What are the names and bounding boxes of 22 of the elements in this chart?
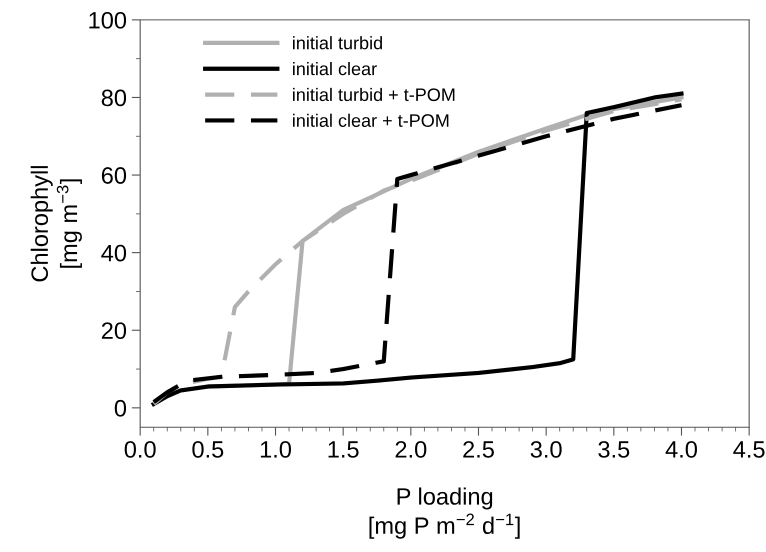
x-tick-label: 2.5 xyxy=(463,441,494,458)
legend-label: initial clear + t-POM xyxy=(293,114,448,127)
y-tick-label: 20 xyxy=(102,322,126,340)
x-tick-label: 4.5 xyxy=(733,441,765,458)
x-tick-label: 2.0 xyxy=(396,441,426,458)
x-tick-label: 1.0 xyxy=(260,441,291,458)
x-tick-label: 0.5 xyxy=(192,441,224,458)
x-tick-label: 3.0 xyxy=(530,441,562,458)
x-tick-label: 0.0 xyxy=(124,441,156,458)
x-axis-title: P loading [mg P m$^{−2}$ d$^{−1}$] xyxy=(369,487,520,539)
x-tick-label: 1.5 xyxy=(328,441,359,458)
y-tick-label: 80 xyxy=(102,90,126,106)
y-axis-title: Chlorophyll [mg m$^{−3}$] xyxy=(30,166,82,282)
y-tick-label: 60 xyxy=(102,167,126,184)
x-tick-label: 3.5 xyxy=(598,441,630,458)
y-tick-label: 100 xyxy=(89,12,126,29)
legend-label: initial clear xyxy=(293,62,377,76)
y-tick-label: 40 xyxy=(101,244,126,262)
x-tick-label: 4.0 xyxy=(666,441,697,458)
y-tick-label: 0 xyxy=(114,400,126,417)
legend-label: initial turbid xyxy=(293,36,382,50)
legend-label: initial turbid + t-POM xyxy=(293,88,454,102)
